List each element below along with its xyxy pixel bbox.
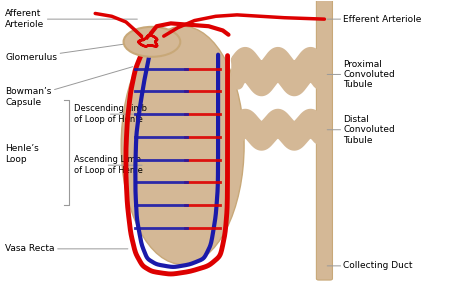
- Ellipse shape: [121, 26, 244, 264]
- Text: Proximal
Convoluted
Tubule: Proximal Convoluted Tubule: [327, 60, 395, 89]
- Text: Efferent Arteriole: Efferent Arteriole: [327, 15, 422, 24]
- FancyBboxPatch shape: [317, 0, 332, 280]
- Text: Collecting Duct: Collecting Duct: [327, 261, 413, 270]
- Text: Vasa Recta: Vasa Recta: [5, 244, 128, 253]
- Text: Henle’s
Loop: Henle’s Loop: [5, 144, 39, 164]
- Text: Glomerulus: Glomerulus: [5, 42, 137, 62]
- Text: Descending Limb
of Loop of Henle: Descending Limb of Loop of Henle: [74, 104, 147, 124]
- Text: Ascending Limb
of Loop of Henle: Ascending Limb of Loop of Henle: [74, 156, 143, 175]
- Text: Afferent
Arteriole: Afferent Arteriole: [5, 9, 137, 29]
- Ellipse shape: [124, 27, 180, 57]
- Text: Distal
Convoluted
Tubule: Distal Convoluted Tubule: [327, 115, 395, 145]
- Text: Bowman’s
Capsule: Bowman’s Capsule: [5, 67, 133, 107]
